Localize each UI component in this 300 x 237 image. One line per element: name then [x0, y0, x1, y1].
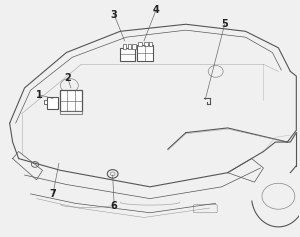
Text: 7: 7 [50, 189, 56, 199]
Text: 2: 2 [64, 73, 71, 83]
Bar [47, 97, 58, 109]
Bar [120, 48, 135, 61]
Text: 3: 3 [111, 10, 118, 20]
Bar [136, 46, 153, 61]
Text: 5: 5 [221, 19, 228, 29]
Bar [122, 44, 126, 49]
Bar [132, 44, 136, 49]
Bar [138, 42, 142, 46]
Text: 1: 1 [36, 90, 43, 100]
Text: 6: 6 [111, 201, 118, 211]
Bar [60, 90, 82, 111]
Bar [60, 111, 82, 114]
Text: 4: 4 [153, 5, 159, 15]
Bar [128, 44, 131, 49]
Bar [44, 100, 47, 104]
Bar [144, 42, 148, 46]
Bar [148, 42, 152, 46]
FancyBboxPatch shape [193, 205, 217, 213]
